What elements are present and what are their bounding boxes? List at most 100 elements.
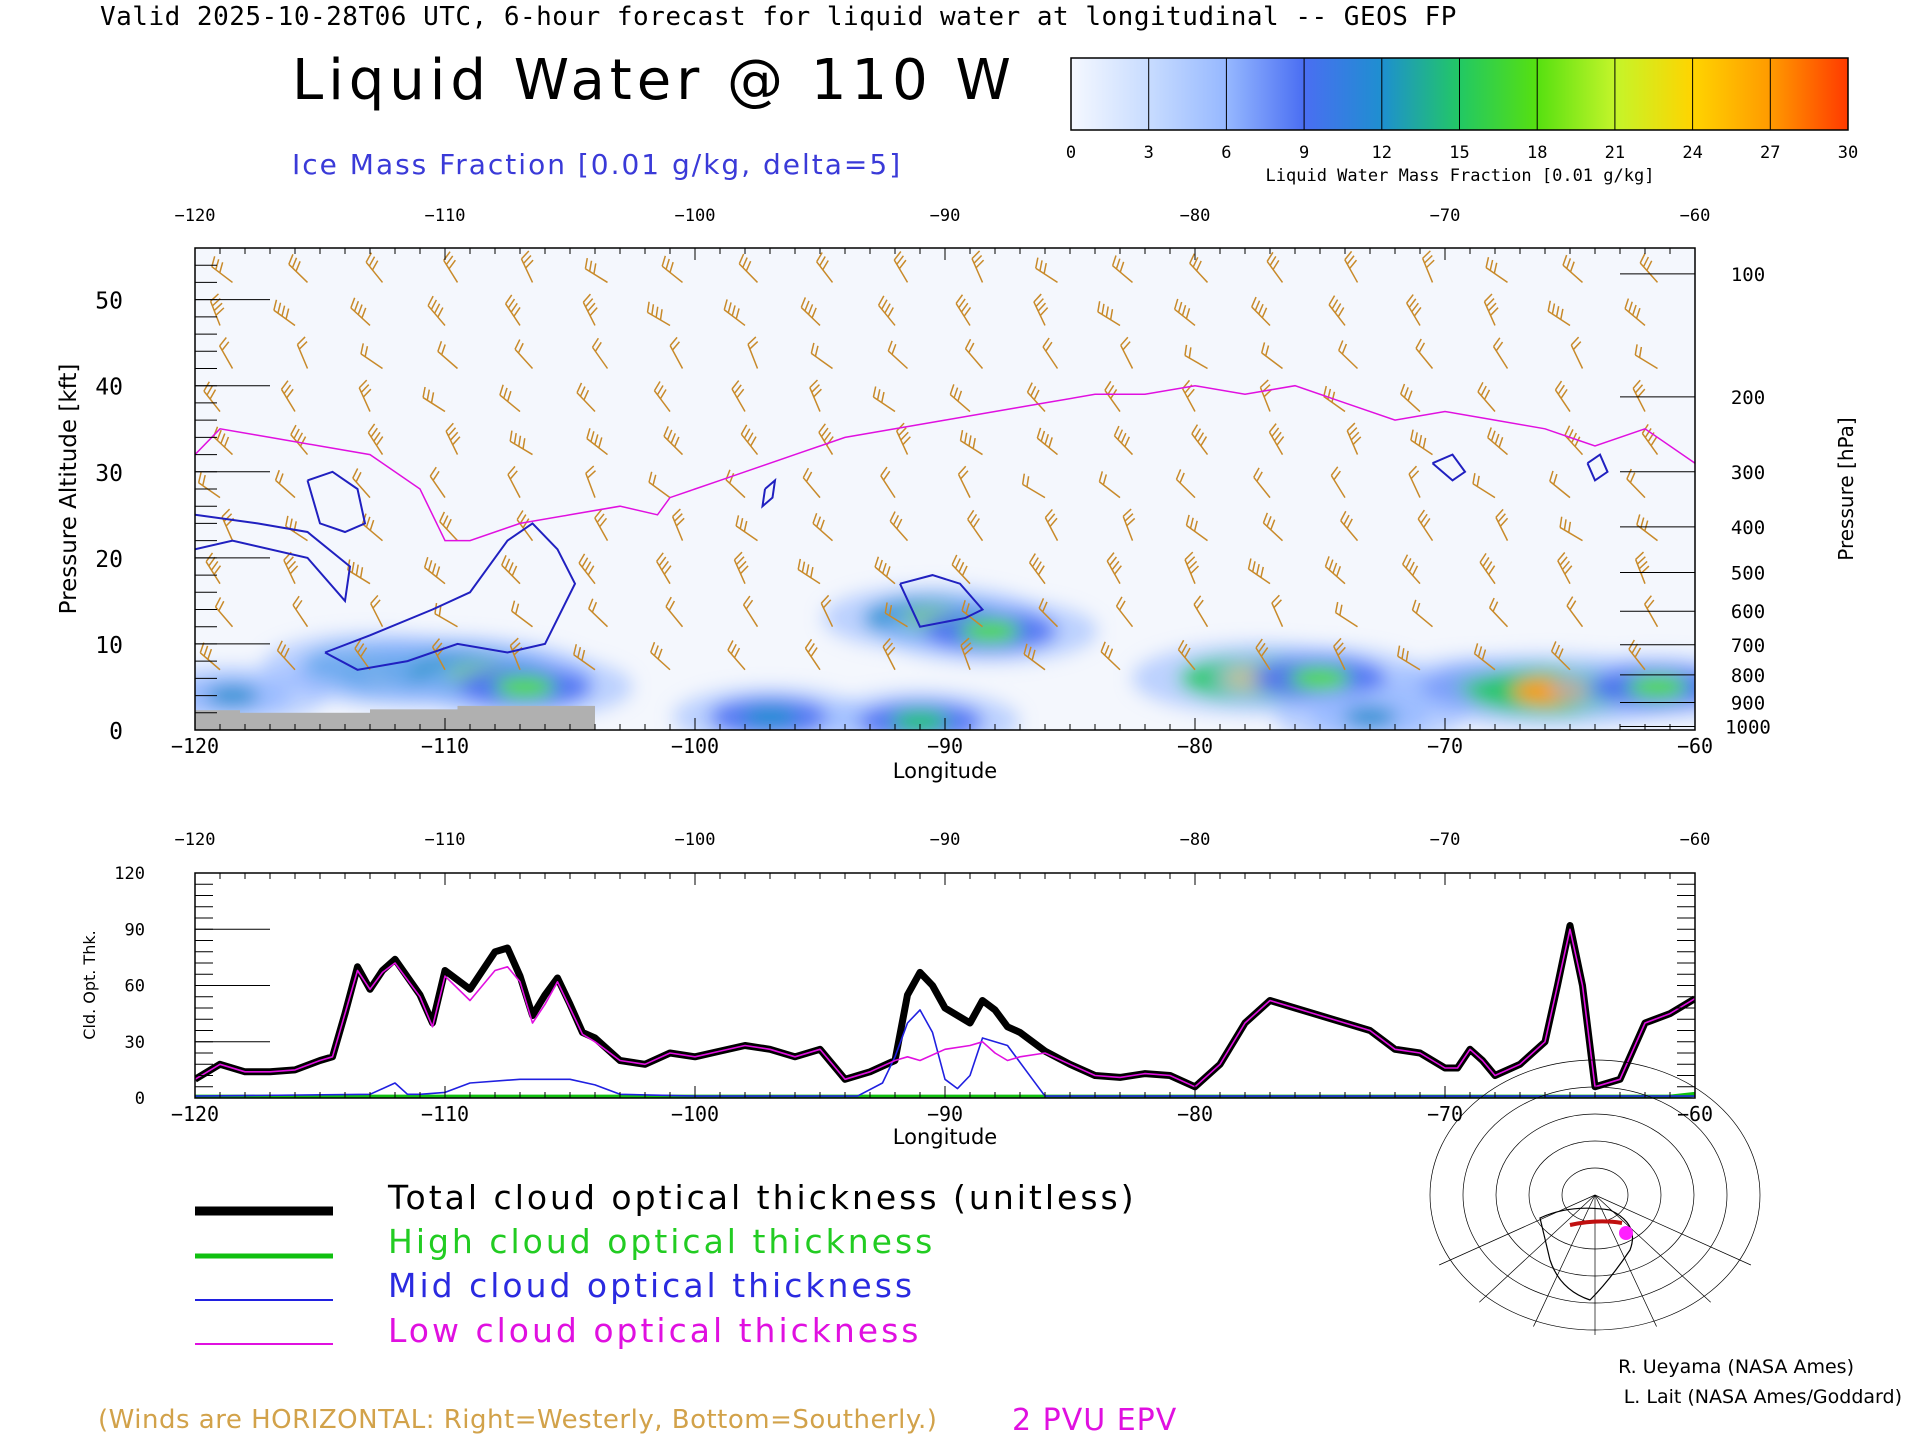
- winds-note: (Winds are HORIZONTAL: Right=Westerly, B…: [98, 1405, 938, 1435]
- wind-barb: [1338, 340, 1359, 370]
- wind-barb: [1026, 382, 1046, 413]
- x-tick-label-top: −90: [930, 830, 961, 850]
- wind-barb: [367, 423, 384, 455]
- ice-contour: [761, 477, 777, 509]
- wind-barb: [1255, 638, 1271, 671]
- wind-barb: [727, 640, 746, 671]
- wind-barb: [800, 297, 821, 327]
- wind-barb: [895, 422, 911, 455]
- y-tick-label: 60: [125, 977, 145, 997]
- x-tick-label: −100: [671, 1102, 719, 1126]
- wind-barb: [1639, 253, 1659, 283]
- wind-barb: [445, 422, 461, 455]
- wind-barb: [964, 338, 984, 369]
- wind-barb: [1038, 598, 1059, 628]
- wind-barb: [1271, 594, 1284, 628]
- wind-barb: [1485, 256, 1508, 284]
- wind-barb: [205, 552, 222, 585]
- series-line-low: [195, 928, 1695, 1088]
- x-tick-label: −70: [1427, 1102, 1463, 1126]
- wind-barb: [509, 430, 533, 456]
- ice-contour: [1431, 453, 1467, 482]
- bottom-xlabel: Longitude: [893, 1125, 997, 1149]
- globe-inset-map: [1429, 1059, 1761, 1335]
- x-tick-label: −110: [421, 734, 469, 758]
- wind-barb: [1023, 643, 1046, 671]
- colorbar: 0 3 6 9 12 15 18 21 24 27 30: [1066, 57, 1858, 163]
- x-tick-label-top: −60: [1680, 830, 1711, 850]
- y-tick-label: 40: [95, 375, 123, 401]
- x-tick-label-top: −70: [1430, 206, 1461, 226]
- wind-barb: [1488, 597, 1509, 628]
- wind-barb: [288, 254, 309, 283]
- wind-barb: [880, 466, 896, 499]
- colorbar-tick-label: 21: [1605, 143, 1625, 163]
- wind-barb: [1173, 298, 1196, 327]
- wind-barb: [957, 465, 971, 498]
- wind-barb: [967, 509, 984, 542]
- wind-barb: [443, 251, 459, 283]
- y-tick-label: 120: [114, 864, 145, 884]
- y-tick-label: 0: [109, 719, 123, 745]
- wind-barb: [812, 513, 833, 542]
- wind-barb: [1177, 639, 1196, 671]
- ice-contours: [195, 453, 1609, 671]
- colorbar-tick-label: 24: [1682, 143, 1702, 163]
- colorbar-tick-label: 15: [1449, 143, 1469, 163]
- wind-barb: [955, 294, 972, 326]
- wind-barb: [804, 638, 821, 671]
- wind-barb: [588, 598, 609, 628]
- map-graticule: [1429, 1059, 1761, 1335]
- top-ylabel-right: Pressure [hPa]: [1834, 417, 1858, 560]
- ice-contour: [306, 470, 367, 534]
- y-right-tick-label: 700: [1731, 635, 1765, 657]
- wind-barb: [197, 472, 221, 499]
- ice-contour: [324, 522, 577, 671]
- wind-barb: [350, 297, 371, 327]
- ice-contour: [195, 513, 352, 604]
- wind-barb: [665, 596, 684, 628]
- wind-barb: [582, 293, 598, 326]
- wind-barb: [1401, 554, 1421, 585]
- wind-barb: [1632, 379, 1646, 412]
- wind-barb: [578, 553, 596, 585]
- wind-barb: [1634, 344, 1658, 370]
- y-tick-label: 90: [125, 920, 145, 940]
- colorbar-tick-label: 27: [1760, 143, 1780, 163]
- wind-barb: [1193, 595, 1209, 628]
- wind-barb: [1330, 466, 1346, 499]
- wind-barb: [499, 384, 521, 413]
- wind-barb: [1247, 558, 1271, 585]
- wind-barb: [501, 554, 521, 585]
- wind-barb: [1483, 293, 1499, 326]
- x-tick-label: −120: [171, 1102, 219, 1126]
- legend-label-low: Low cloud optical thickness: [388, 1311, 922, 1350]
- wind-barb: [212, 426, 234, 456]
- optical-thickness-panel: −120 −120 −110 −110 −100 −100 −90 −90 −80 −80 −70 −…: [114, 830, 1713, 1126]
- wind-barb: [1547, 300, 1571, 327]
- wind-barb: [1549, 470, 1571, 499]
- wind-barb: [1626, 468, 1646, 499]
- terrain-segment: [240, 712, 370, 730]
- wind-barb: [1492, 337, 1509, 369]
- optical-thickness-lines: [195, 922, 1695, 1098]
- wind-barb: [1400, 383, 1421, 413]
- wind-barb: [1189, 253, 1209, 283]
- legend-label-total: Total cloud optical thickness (unitless): [388, 1178, 1137, 1217]
- top-ylabel-left: Pressure Altitude [kft]: [56, 364, 82, 615]
- wind-barb: [1035, 257, 1058, 284]
- wind-barb: [723, 299, 746, 327]
- wind-barb: [1324, 556, 1346, 585]
- wind-barb: [576, 382, 596, 413]
- x-tick-label-top: −110: [425, 206, 466, 226]
- graticule-meridian: [1533, 1194, 1596, 1327]
- wind-barb: [882, 637, 896, 671]
- ice-contour: [1586, 453, 1609, 482]
- wind-barb: [802, 467, 821, 499]
- x-tick-label: −90: [927, 1102, 963, 1126]
- wind-barb: [1185, 514, 1208, 542]
- wind-barb: [1636, 514, 1658, 542]
- wind-barb: [1097, 301, 1121, 327]
- lw-core: [1289, 667, 1351, 690]
